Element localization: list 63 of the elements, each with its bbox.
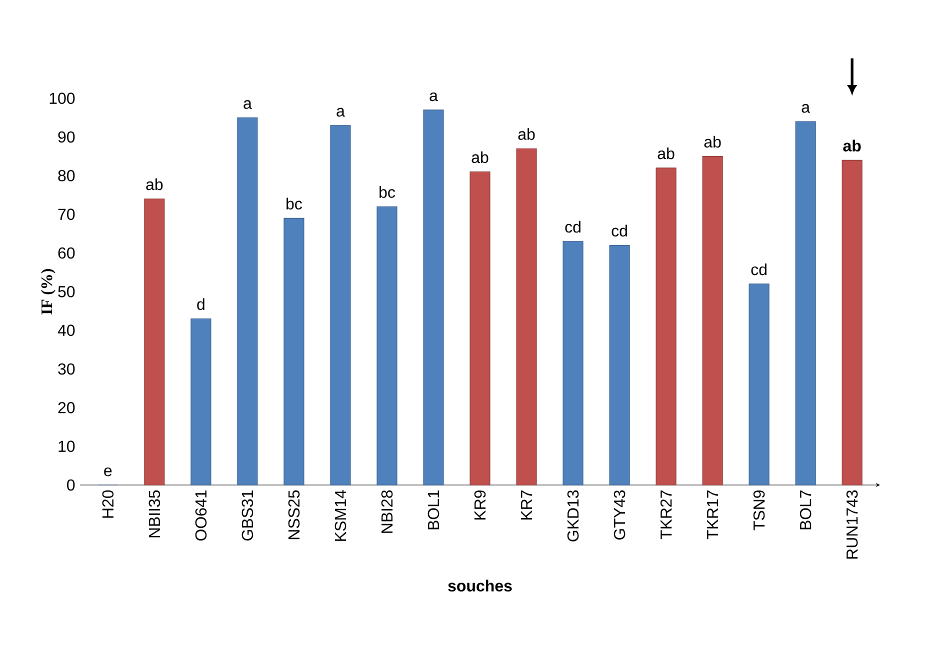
x-tick-label: GTY43 (614, 490, 626, 540)
x-tick-label: BOL7 (800, 490, 812, 530)
annotation: cd (565, 220, 580, 233)
x-tick-label: KR9 (474, 490, 486, 520)
bar (609, 244, 630, 486)
y-tick-label: 30 (58, 363, 75, 375)
bar (516, 148, 537, 486)
annotation: a (430, 92, 438, 102)
annotation: e (104, 468, 112, 476)
annotation: a (244, 100, 252, 109)
x-tick-label: TSN9 (753, 490, 765, 530)
annotation: ab (146, 178, 163, 190)
bar (470, 172, 490, 486)
annotation: cd (612, 224, 627, 237)
y-tick-label: 0 (67, 479, 75, 491)
x-tick-label: NSS25 (288, 490, 300, 540)
annotation: a (802, 104, 810, 113)
bar (702, 156, 723, 486)
bar (423, 110, 444, 486)
bar (144, 198, 165, 486)
x-tick-label: BOL1 (428, 490, 440, 530)
annotation: bc (380, 186, 395, 198)
annotation: d (197, 298, 204, 310)
bar (330, 125, 351, 486)
annotation: cd (751, 263, 766, 276)
bar (376, 206, 398, 486)
y-tick-label: 100 (50, 92, 75, 104)
x-tick-label: RUN1743 (846, 490, 858, 559)
x-tick-label: OO641 (195, 490, 207, 541)
annotation: ab (472, 151, 488, 164)
y-tick-label: 70 (58, 208, 75, 220)
x-tick-label: KSM14 (334, 490, 346, 541)
y-tick-label: 20 (58, 402, 75, 414)
x-tick-label: GBS31 (242, 490, 254, 540)
x-tick-label: TKR27 (660, 490, 672, 540)
bar (656, 168, 676, 486)
annotation: ab (518, 128, 535, 140)
x-tick-label: GKD13 (567, 490, 579, 542)
y-tick-label: 60 (58, 247, 75, 259)
bar (562, 241, 584, 486)
x-tick-label: NBI28 (381, 490, 393, 533)
bar (795, 121, 816, 486)
y-axis-title: IF (%) (40, 269, 56, 314)
bar (190, 318, 212, 486)
x-tick-label: KR7 (521, 490, 532, 520)
annotation: bc (286, 198, 302, 210)
x-tick-label: H20 (102, 490, 114, 518)
y-tick-label: 50 (58, 286, 75, 298)
y-tick-label: 10 (58, 440, 75, 452)
y-tick-label: 80 (58, 170, 75, 182)
bar (842, 160, 862, 486)
bar (284, 218, 304, 486)
x-tick-label: NBII35 (148, 490, 160, 538)
annotation: ab (658, 147, 674, 160)
y-tick-label: 90 (58, 131, 75, 143)
x-tick-label: TKR17 (707, 490, 718, 540)
annotation: a (336, 108, 345, 117)
annotation: ab (704, 136, 721, 148)
bar (237, 117, 258, 486)
annotation: ab (843, 140, 861, 152)
x-axis-title: souches (448, 580, 512, 592)
bar (748, 284, 770, 486)
y-tick-label: 40 (58, 324, 75, 336)
